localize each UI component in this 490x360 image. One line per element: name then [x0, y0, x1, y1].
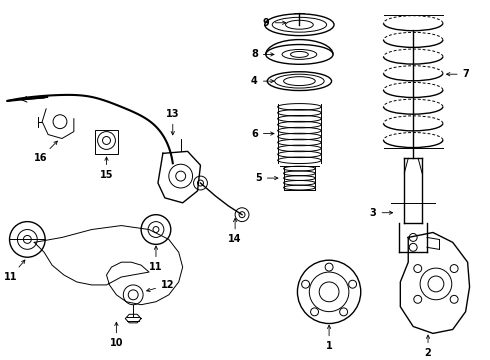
Text: 8: 8 — [251, 49, 274, 59]
Text: 7: 7 — [446, 69, 469, 79]
Text: 9: 9 — [263, 18, 286, 28]
Bar — [95, 130, 119, 154]
Text: 13: 13 — [166, 109, 179, 135]
Text: 4: 4 — [251, 76, 274, 86]
Text: 12: 12 — [147, 280, 174, 292]
Text: 11: 11 — [4, 260, 25, 282]
Text: 6: 6 — [251, 129, 274, 139]
Text: 11: 11 — [149, 246, 163, 272]
Text: 5: 5 — [255, 173, 278, 183]
Text: 3: 3 — [370, 208, 392, 218]
Text: 15: 15 — [100, 157, 113, 180]
Text: 1: 1 — [326, 325, 333, 351]
Text: 10: 10 — [110, 322, 123, 348]
Text: 16: 16 — [33, 141, 57, 163]
Text: 14: 14 — [228, 219, 242, 244]
Text: 2: 2 — [425, 335, 431, 358]
